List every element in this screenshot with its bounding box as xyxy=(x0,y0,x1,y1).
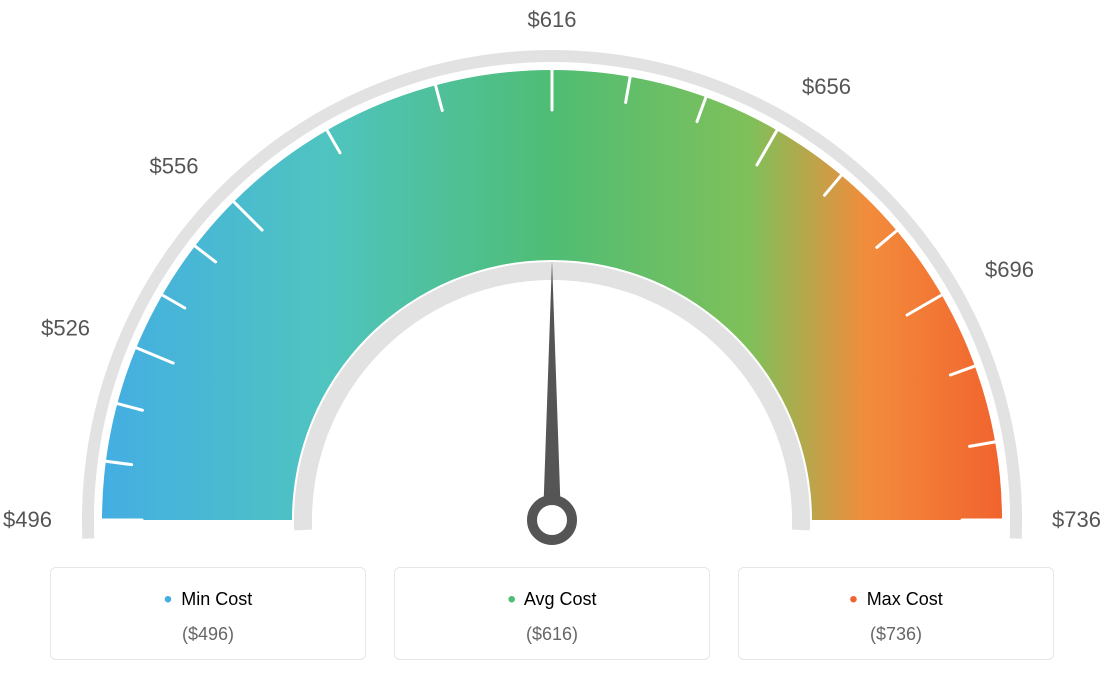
cost-gauge-container: $496 $526 $556 $616 $656 $696 $736 • Min Cost … xyxy=(0,0,1104,690)
legend-value-min: ($496) xyxy=(61,624,355,645)
legend-dot-avg: • xyxy=(507,586,515,613)
legend-title-avg: • Avg Cost xyxy=(405,586,699,614)
svg-text:$656: $656 xyxy=(802,74,851,99)
svg-text:$526: $526 xyxy=(41,316,90,341)
svg-text:$736: $736 xyxy=(1052,507,1101,532)
legend-card-min: • Min Cost ($496) xyxy=(50,567,366,660)
legend-row: • Min Cost ($496) • Avg Cost ($616) • Ma… xyxy=(50,567,1054,660)
legend-value-max: ($736) xyxy=(749,624,1043,645)
svg-text:$556: $556 xyxy=(149,153,198,178)
legend-label-avg: Avg Cost xyxy=(524,589,597,609)
legend-card-max: • Max Cost ($736) xyxy=(738,567,1054,660)
legend-title-max: • Max Cost xyxy=(749,586,1043,614)
svg-text:$616: $616 xyxy=(528,7,577,32)
svg-text:$496: $496 xyxy=(3,507,52,532)
legend-card-avg: • Avg Cost ($616) xyxy=(394,567,710,660)
gauge-chart: $496 $526 $556 $616 $656 $696 $736 xyxy=(0,0,1104,560)
legend-label-min: Min Cost xyxy=(181,589,252,609)
legend-title-min: • Min Cost xyxy=(61,586,355,614)
svg-text:$696: $696 xyxy=(985,257,1034,282)
legend-dot-max: • xyxy=(849,586,857,613)
legend-dot-min: • xyxy=(164,586,172,613)
legend-value-avg: ($616) xyxy=(405,624,699,645)
legend-label-max: Max Cost xyxy=(867,589,943,609)
